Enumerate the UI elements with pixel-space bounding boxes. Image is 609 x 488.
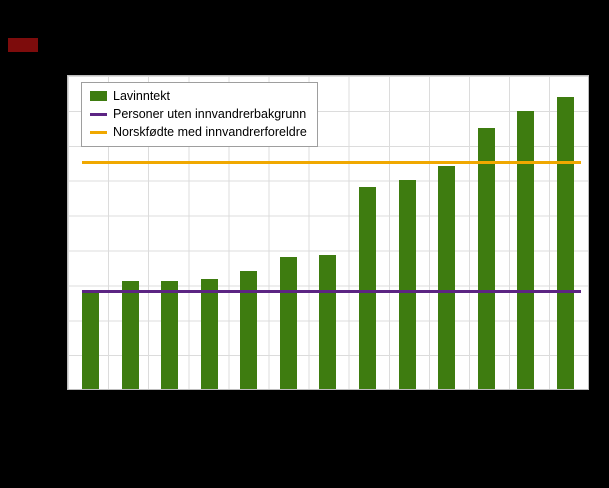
plot-area: Lavinntekt Personer uten innvandrerbakgr… [67,75,589,390]
reference-line [82,289,581,293]
bar [398,180,416,389]
bars [68,76,588,389]
bar [200,279,218,389]
bar [556,96,574,389]
legend-swatch-line-icon [90,112,107,116]
bar [240,270,258,389]
legend-label: Personer uten innvandrerbakgrunn [113,107,307,121]
bar [477,128,495,389]
legend-swatch-bar-icon [90,91,107,101]
bar [279,256,297,389]
legend: Lavinntekt Personer uten innvandrerbakgr… [81,82,318,147]
ssb-logo [8,38,38,52]
bar [161,281,179,389]
bar [438,166,456,389]
bar [121,281,139,389]
bar [82,289,100,389]
legend-label: Norskfødte med innvandrerforeldre [113,125,307,139]
legend-swatch-line-icon [90,130,107,134]
reference-line [82,160,581,164]
bar [319,254,337,389]
bar [358,187,376,389]
legend-item-lavinntekt: Lavinntekt [90,88,307,104]
legend-item-uten-innvandrerbakgrunn: Personer uten innvandrerbakgrunn [90,106,307,122]
legend-label: Lavinntekt [113,89,170,103]
bar [517,110,535,389]
legend-item-norskfodte: Norskfødte med innvandrerforeldre [90,124,307,140]
